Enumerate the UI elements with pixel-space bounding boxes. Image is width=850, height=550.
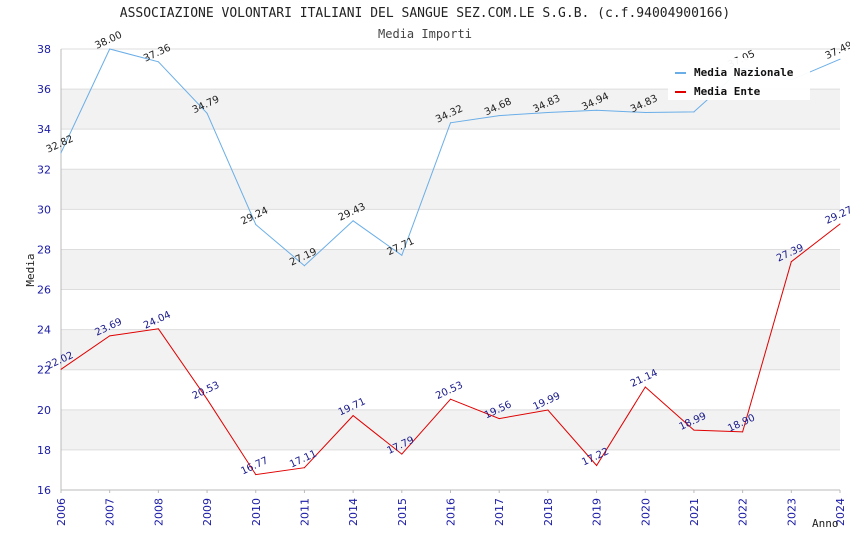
x-tick-label: 2020 bbox=[639, 498, 652, 526]
data-point bbox=[450, 398, 451, 400]
y-tick-label: 28 bbox=[37, 243, 51, 256]
x-axis-title: Anno bbox=[812, 517, 839, 530]
data-point bbox=[60, 368, 62, 370]
legend-label-ente: Media Ente bbox=[694, 85, 761, 98]
x-tick-label: 2019 bbox=[591, 498, 604, 526]
data-point bbox=[109, 335, 111, 337]
plot-band bbox=[61, 169, 840, 210]
data-point bbox=[255, 224, 257, 226]
data-point bbox=[790, 261, 792, 263]
plot-band bbox=[61, 409, 840, 450]
y-tick-label: 18 bbox=[37, 444, 51, 457]
data-point bbox=[596, 109, 598, 111]
chart-title: ASSOCIAZIONE VOLONTARI ITALIANI DEL SANG… bbox=[119, 6, 731, 21]
data-point bbox=[401, 453, 403, 455]
y-tick-label: 34 bbox=[37, 123, 51, 136]
plot-background bbox=[61, 49, 840, 490]
plot-band bbox=[61, 209, 840, 250]
x-tick-label: 2024 bbox=[834, 498, 847, 526]
x-tick-label: 2017 bbox=[493, 498, 506, 526]
data-point bbox=[742, 431, 744, 433]
data-point bbox=[839, 223, 841, 225]
plot-band bbox=[61, 249, 840, 290]
data-point bbox=[498, 418, 500, 420]
y-tick-label: 16 bbox=[37, 484, 51, 497]
data-point bbox=[255, 474, 257, 476]
y-tick-label: 32 bbox=[37, 163, 51, 176]
y-axis-title: Media bbox=[24, 253, 37, 286]
x-tick-label: 2008 bbox=[152, 498, 165, 526]
y-tick-label: 22 bbox=[37, 364, 51, 377]
x-tick-label: 2007 bbox=[104, 498, 117, 526]
y-tick-label: 30 bbox=[37, 203, 51, 216]
data-label: 38.00 bbox=[93, 30, 124, 52]
x-tick-label: 2015 bbox=[396, 498, 409, 526]
data-point bbox=[644, 386, 646, 388]
plot-band bbox=[61, 329, 840, 370]
chart-subtitle: Media Importi bbox=[378, 27, 472, 41]
data-point bbox=[206, 112, 208, 114]
x-tick-label: 2018 bbox=[542, 498, 555, 526]
data-point bbox=[693, 111, 695, 113]
data-point bbox=[352, 220, 354, 222]
data-point bbox=[547, 409, 549, 411]
plot-band bbox=[61, 449, 840, 490]
y-tick-label: 36 bbox=[37, 83, 51, 96]
data-point bbox=[450, 122, 451, 124]
data-point bbox=[60, 152, 62, 154]
x-tick-label: 2014 bbox=[347, 498, 360, 526]
data-point bbox=[596, 465, 598, 467]
y-tick-label: 38 bbox=[37, 43, 51, 56]
y-tick-labels: 16 18 20 22 24 26 28 30 32 34 36 38 bbox=[37, 43, 51, 497]
legend-box bbox=[668, 58, 810, 100]
data-point bbox=[157, 328, 159, 330]
data-point bbox=[839, 58, 841, 60]
x-tick-label: 2009 bbox=[201, 498, 214, 526]
legend: Media Nazionale Media Ente bbox=[668, 58, 810, 100]
x-tick-label: 2016 bbox=[445, 498, 458, 526]
data-point bbox=[303, 265, 305, 267]
data-point bbox=[352, 415, 354, 417]
legend-label-nazionale: Media Nazionale bbox=[694, 66, 794, 79]
data-point bbox=[109, 48, 111, 50]
x-tick-label: 2011 bbox=[298, 498, 311, 526]
data-point bbox=[644, 112, 646, 114]
data-point bbox=[157, 61, 159, 63]
data-point bbox=[498, 115, 500, 117]
data-point bbox=[401, 254, 403, 256]
data-point bbox=[547, 112, 549, 114]
x-tick-label: 2023 bbox=[785, 498, 798, 526]
data-point bbox=[303, 467, 305, 469]
x-tick-label: 2006 bbox=[55, 498, 68, 526]
x-tick-label: 2021 bbox=[688, 498, 701, 526]
y-tick-label: 24 bbox=[37, 324, 51, 337]
data-point bbox=[693, 429, 695, 431]
x-tick-labels: 2006 2007 2008 2009 2010 2011 2014 2015 2016 2017… bbox=[55, 490, 847, 526]
x-tick-label: 2010 bbox=[250, 498, 263, 526]
y-tick-label: 20 bbox=[37, 404, 51, 417]
x-tick-label: 2022 bbox=[737, 498, 750, 526]
plot-band bbox=[61, 289, 840, 330]
y-tick-label: 26 bbox=[37, 284, 51, 297]
plot-band bbox=[61, 129, 840, 170]
data-point bbox=[206, 398, 208, 400]
